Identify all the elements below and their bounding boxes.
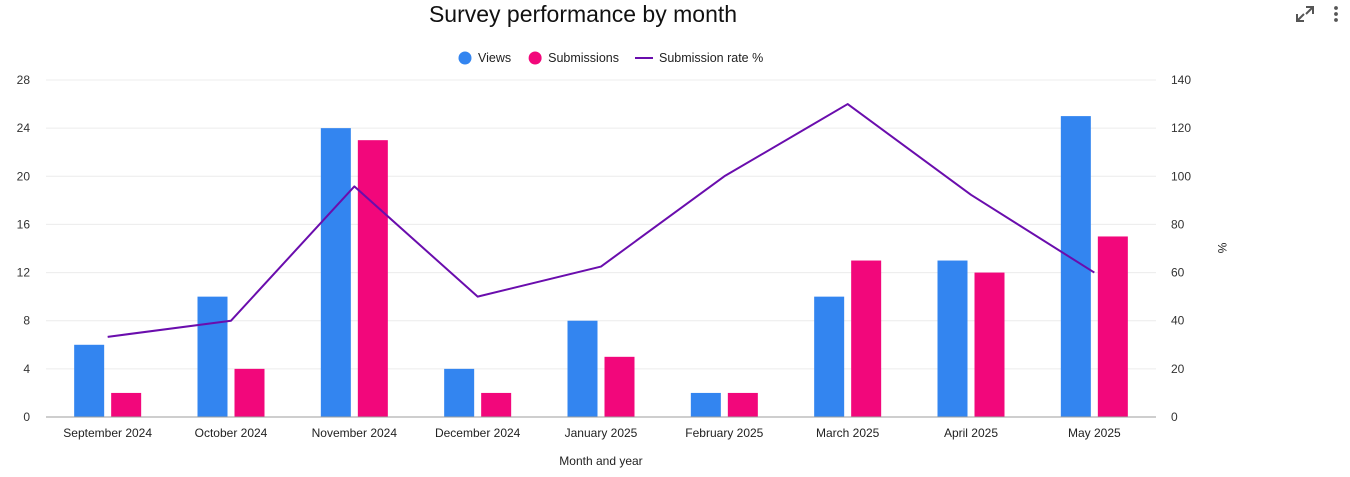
x-tick-label: February 2025	[685, 426, 763, 440]
bar-series	[74, 116, 1128, 417]
legend-label: Views	[478, 51, 511, 65]
legend-item[interactable]: Submission rate %	[635, 51, 763, 65]
submissions-bar[interactable]	[1097, 236, 1128, 417]
right-tick-label: 0	[1171, 410, 1178, 424]
left-tick-label: 4	[23, 362, 30, 376]
submissions-bar[interactable]	[974, 272, 1005, 417]
submissions-bar[interactable]	[851, 260, 882, 417]
left-tick-label: 20	[17, 169, 31, 183]
right-tick-label: 140	[1171, 73, 1191, 87]
x-tick-label: November 2024	[312, 426, 398, 440]
left-tick-label: 12	[17, 266, 31, 280]
more-vert-icon[interactable]	[1330, 5, 1342, 28]
submissions-bar[interactable]	[481, 392, 512, 417]
legend-swatch	[458, 51, 472, 65]
legend-item[interactable]: Submissions	[528, 51, 619, 65]
right-tick-label: 80	[1171, 217, 1185, 231]
legend: Views Submissions Submission rate %	[458, 51, 763, 65]
submissions-bar[interactable]	[604, 356, 635, 417]
x-tick-label: March 2025	[816, 426, 880, 440]
right-tick-label: 40	[1171, 314, 1185, 328]
views-bar[interactable]	[690, 392, 721, 417]
expand-icon[interactable]	[1295, 5, 1315, 28]
legend-swatch	[528, 51, 542, 65]
chart-title: Survey performance by month	[428, 1, 738, 27]
submissions-bar[interactable]	[357, 140, 388, 417]
right-tick-label: 60	[1171, 266, 1185, 280]
views-bar[interactable]	[197, 296, 228, 417]
views-bar[interactable]	[320, 128, 351, 417]
submissions-bar[interactable]	[727, 392, 758, 417]
line-series	[107, 103, 1095, 338]
views-bar[interactable]	[814, 296, 845, 417]
x-tick-label: September 2024	[63, 426, 152, 440]
legend-label: Submission rate %	[659, 51, 763, 65]
axes: 0 4 8 12 16 20 24 28 0 20 40 60 80 100 120 140 September…	[17, 73, 1192, 440]
legend-label: Submissions	[548, 51, 619, 65]
left-tick-label: 8	[23, 314, 30, 328]
left-tick-label: 28	[17, 73, 31, 87]
right-axis-label: %	[1215, 243, 1229, 254]
x-tick-label: October 2024	[195, 426, 268, 440]
left-tick-label: 0	[23, 410, 30, 424]
left-tick-label: 24	[17, 121, 31, 135]
submissions-bar[interactable]	[111, 392, 142, 417]
right-tick-label: 20	[1171, 362, 1185, 376]
x-tick-label: April 2025	[944, 426, 998, 440]
right-tick-label: 100	[1171, 169, 1191, 183]
views-bar[interactable]	[937, 260, 968, 417]
x-tick-label: December 2024	[435, 426, 521, 440]
right-tick-label: 120	[1171, 121, 1191, 135]
x-tick-label: January 2025	[565, 426, 638, 440]
x-axis-label: Month and year	[559, 454, 642, 468]
submissions-bar[interactable]	[234, 368, 265, 417]
views-bar[interactable]	[567, 320, 598, 417]
left-tick-label: 16	[17, 217, 31, 231]
views-bar[interactable]	[74, 344, 105, 417]
x-tick-label: May 2025	[1068, 426, 1121, 440]
views-bar[interactable]	[444, 368, 475, 417]
legend-item[interactable]: Views	[458, 51, 512, 65]
